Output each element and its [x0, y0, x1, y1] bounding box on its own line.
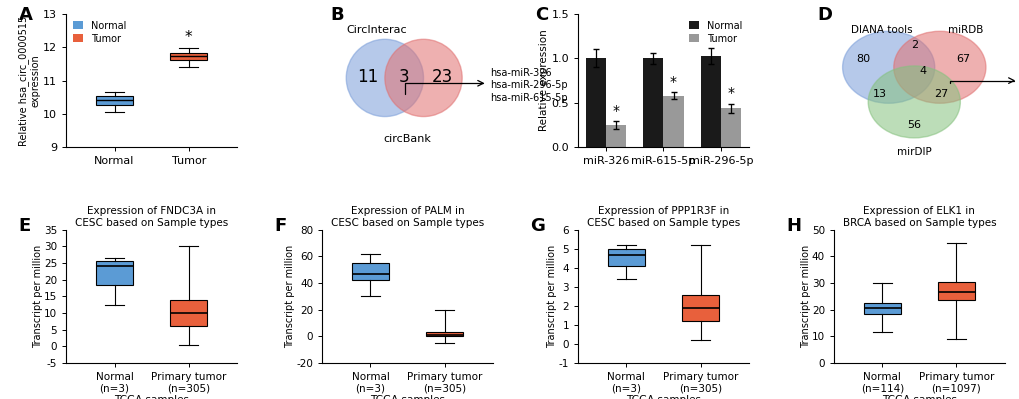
Y-axis label: Transcript per million: Transcript per million — [284, 245, 294, 348]
Title: Expression of PALM in
CESC based on Sample types: Expression of PALM in CESC based on Samp… — [330, 206, 484, 228]
Bar — [720, 108, 740, 147]
Title: Expression of FNDC3A in
CESC based on Sample types: Expression of FNDC3A in CESC based on Sa… — [75, 206, 228, 228]
Text: H: H — [786, 217, 801, 235]
Text: 2: 2 — [910, 40, 917, 49]
Circle shape — [384, 39, 462, 117]
PathPatch shape — [170, 300, 207, 326]
Text: 80: 80 — [855, 54, 869, 64]
Text: DIANA tools: DIANA tools — [850, 25, 912, 35]
X-axis label: TCGA samples: TCGA samples — [881, 395, 956, 399]
Text: *: * — [669, 75, 677, 89]
Text: G: G — [530, 217, 545, 235]
X-axis label: TCGA samples: TCGA samples — [626, 395, 700, 399]
PathPatch shape — [426, 332, 463, 336]
Text: C: C — [535, 6, 548, 24]
Text: 23: 23 — [431, 67, 452, 86]
Text: 67: 67 — [956, 54, 970, 64]
Text: 11: 11 — [357, 67, 378, 86]
Circle shape — [893, 31, 985, 103]
Circle shape — [867, 66, 960, 138]
Text: CircInterac: CircInterac — [345, 25, 407, 35]
Text: A: A — [18, 6, 33, 24]
Text: *: * — [184, 30, 193, 45]
Text: *: * — [612, 104, 619, 118]
PathPatch shape — [937, 282, 974, 300]
Text: miRDB: miRDB — [948, 25, 982, 35]
Text: 3: 3 — [398, 67, 409, 86]
Text: 56: 56 — [906, 120, 920, 130]
Legend: Normal, Tumor: Normal, Tumor — [687, 19, 743, 45]
Text: B: B — [330, 6, 343, 24]
X-axis label: TCGA samples: TCGA samples — [114, 395, 189, 399]
Bar — [662, 96, 683, 147]
PathPatch shape — [96, 96, 132, 105]
Title: Expression of ELK1 in
BRCA based on Sample types: Expression of ELK1 in BRCA based on Samp… — [842, 206, 996, 228]
PathPatch shape — [96, 261, 132, 285]
Text: hsa-miR-615-5p: hsa-miR-615-5p — [490, 93, 568, 103]
Text: 27: 27 — [933, 89, 948, 99]
PathPatch shape — [682, 294, 718, 321]
Text: mirDIP: mirDIP — [896, 147, 930, 157]
X-axis label: TCGA samples: TCGA samples — [370, 395, 444, 399]
Text: 13: 13 — [872, 89, 887, 99]
PathPatch shape — [352, 263, 388, 280]
PathPatch shape — [607, 249, 644, 266]
PathPatch shape — [863, 303, 900, 314]
Bar — [585, 58, 605, 147]
Y-axis label: Relative hsa_circ_0000515
expression: Relative hsa_circ_0000515 expression — [18, 16, 41, 146]
Text: 4: 4 — [918, 66, 925, 76]
Title: Expression of PPP1R3F in
CESC based on Sample types: Expression of PPP1R3F in CESC based on S… — [586, 206, 740, 228]
Y-axis label: Transcript per million: Transcript per million — [547, 245, 556, 348]
Text: E: E — [18, 217, 31, 235]
Y-axis label: Relative expression: Relative expression — [538, 30, 548, 131]
Text: circBank: circBank — [383, 134, 431, 144]
Bar — [643, 58, 662, 147]
Circle shape — [842, 31, 933, 103]
Text: hsa-miR-326: hsa-miR-326 — [490, 67, 551, 77]
Y-axis label: Transcript per million: Transcript per million — [800, 245, 810, 348]
Text: D: D — [816, 6, 832, 24]
Bar — [605, 125, 626, 147]
Text: *: * — [727, 86, 734, 100]
Circle shape — [345, 39, 423, 117]
Y-axis label: Transcript per million: Transcript per million — [33, 245, 43, 348]
Text: F: F — [274, 217, 286, 235]
PathPatch shape — [170, 53, 207, 60]
Text: hsa-miR-296-5p: hsa-miR-296-5p — [490, 80, 568, 90]
Legend: Normal, Tumor: Normal, Tumor — [71, 19, 127, 45]
Bar — [700, 56, 720, 147]
